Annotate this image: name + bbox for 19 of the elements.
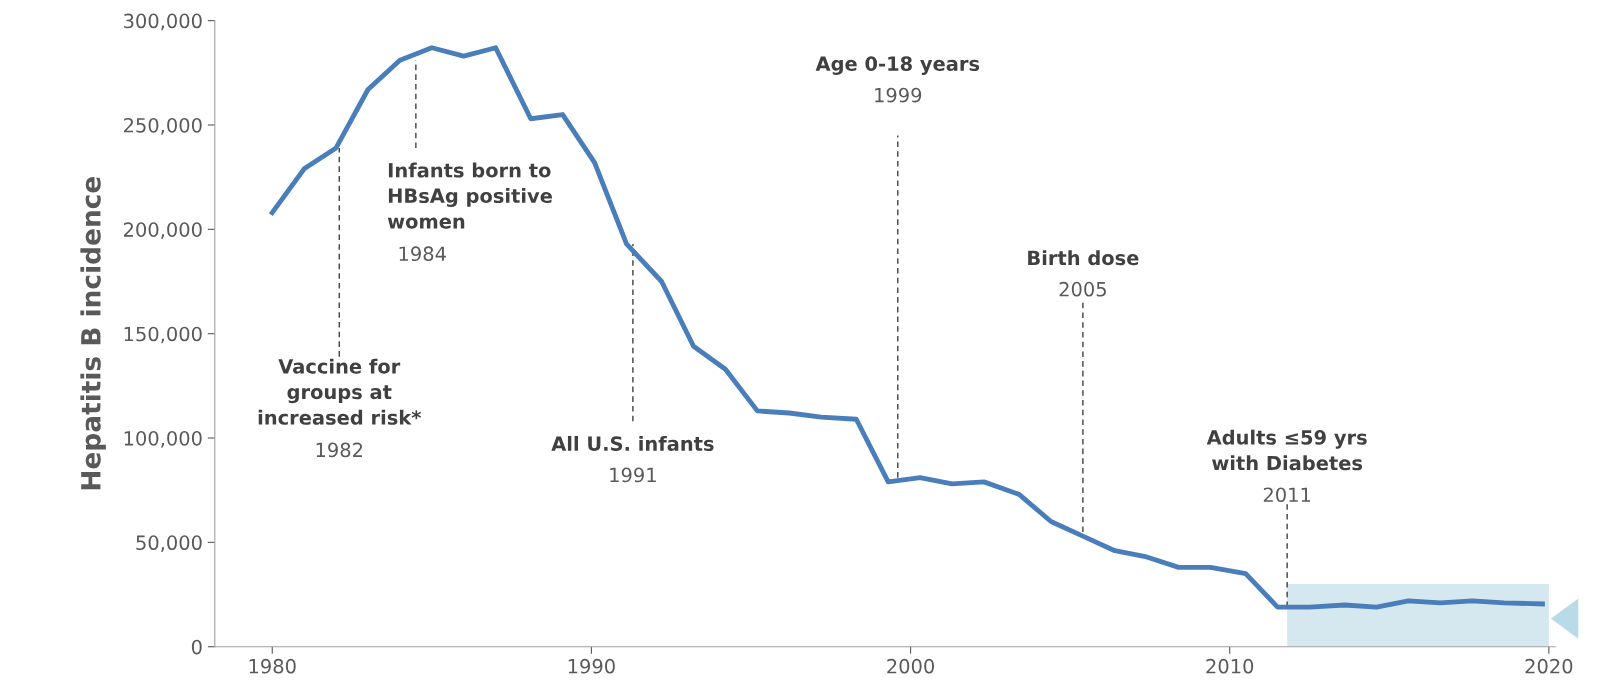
ref-line-label: Vaccine for groups at increased risk* 1982 [258,358,422,458]
y-tick-label: 50,000 [136,535,202,553]
x-tick-label: 2000 [887,658,934,674]
y-axis-title: Hepatitis B incidence [80,177,106,490]
x-tick-label: 2020 [1525,658,1573,674]
ref-line-label: Adults ≤59 yrs with Diabetes 2011 [1206,429,1367,503]
y-tick-label: 300,000 [124,13,202,31]
x-tick-label: 2010 [1206,658,1254,674]
ref-line-label: Infants born to HBsAg positive women 1984 [387,162,552,262]
ref-line-label: Birth dose 2005 [1028,250,1139,297]
y-tick-label: 0 [191,639,202,655]
x-tick-label: 1990 [568,658,615,674]
y-tick-label: 200,000 [124,222,202,239]
y-tick-label: 250,000 [124,117,202,135]
y-tick-label: 150,000 [124,326,202,344]
ref-line-label: Age 0-18 years 1999 [815,56,980,103]
x-tick-label: 1980 [249,658,296,674]
ref-line-label: All U.S. infants 1991 [551,435,714,483]
y-tick-label: 100,000 [124,430,202,448]
